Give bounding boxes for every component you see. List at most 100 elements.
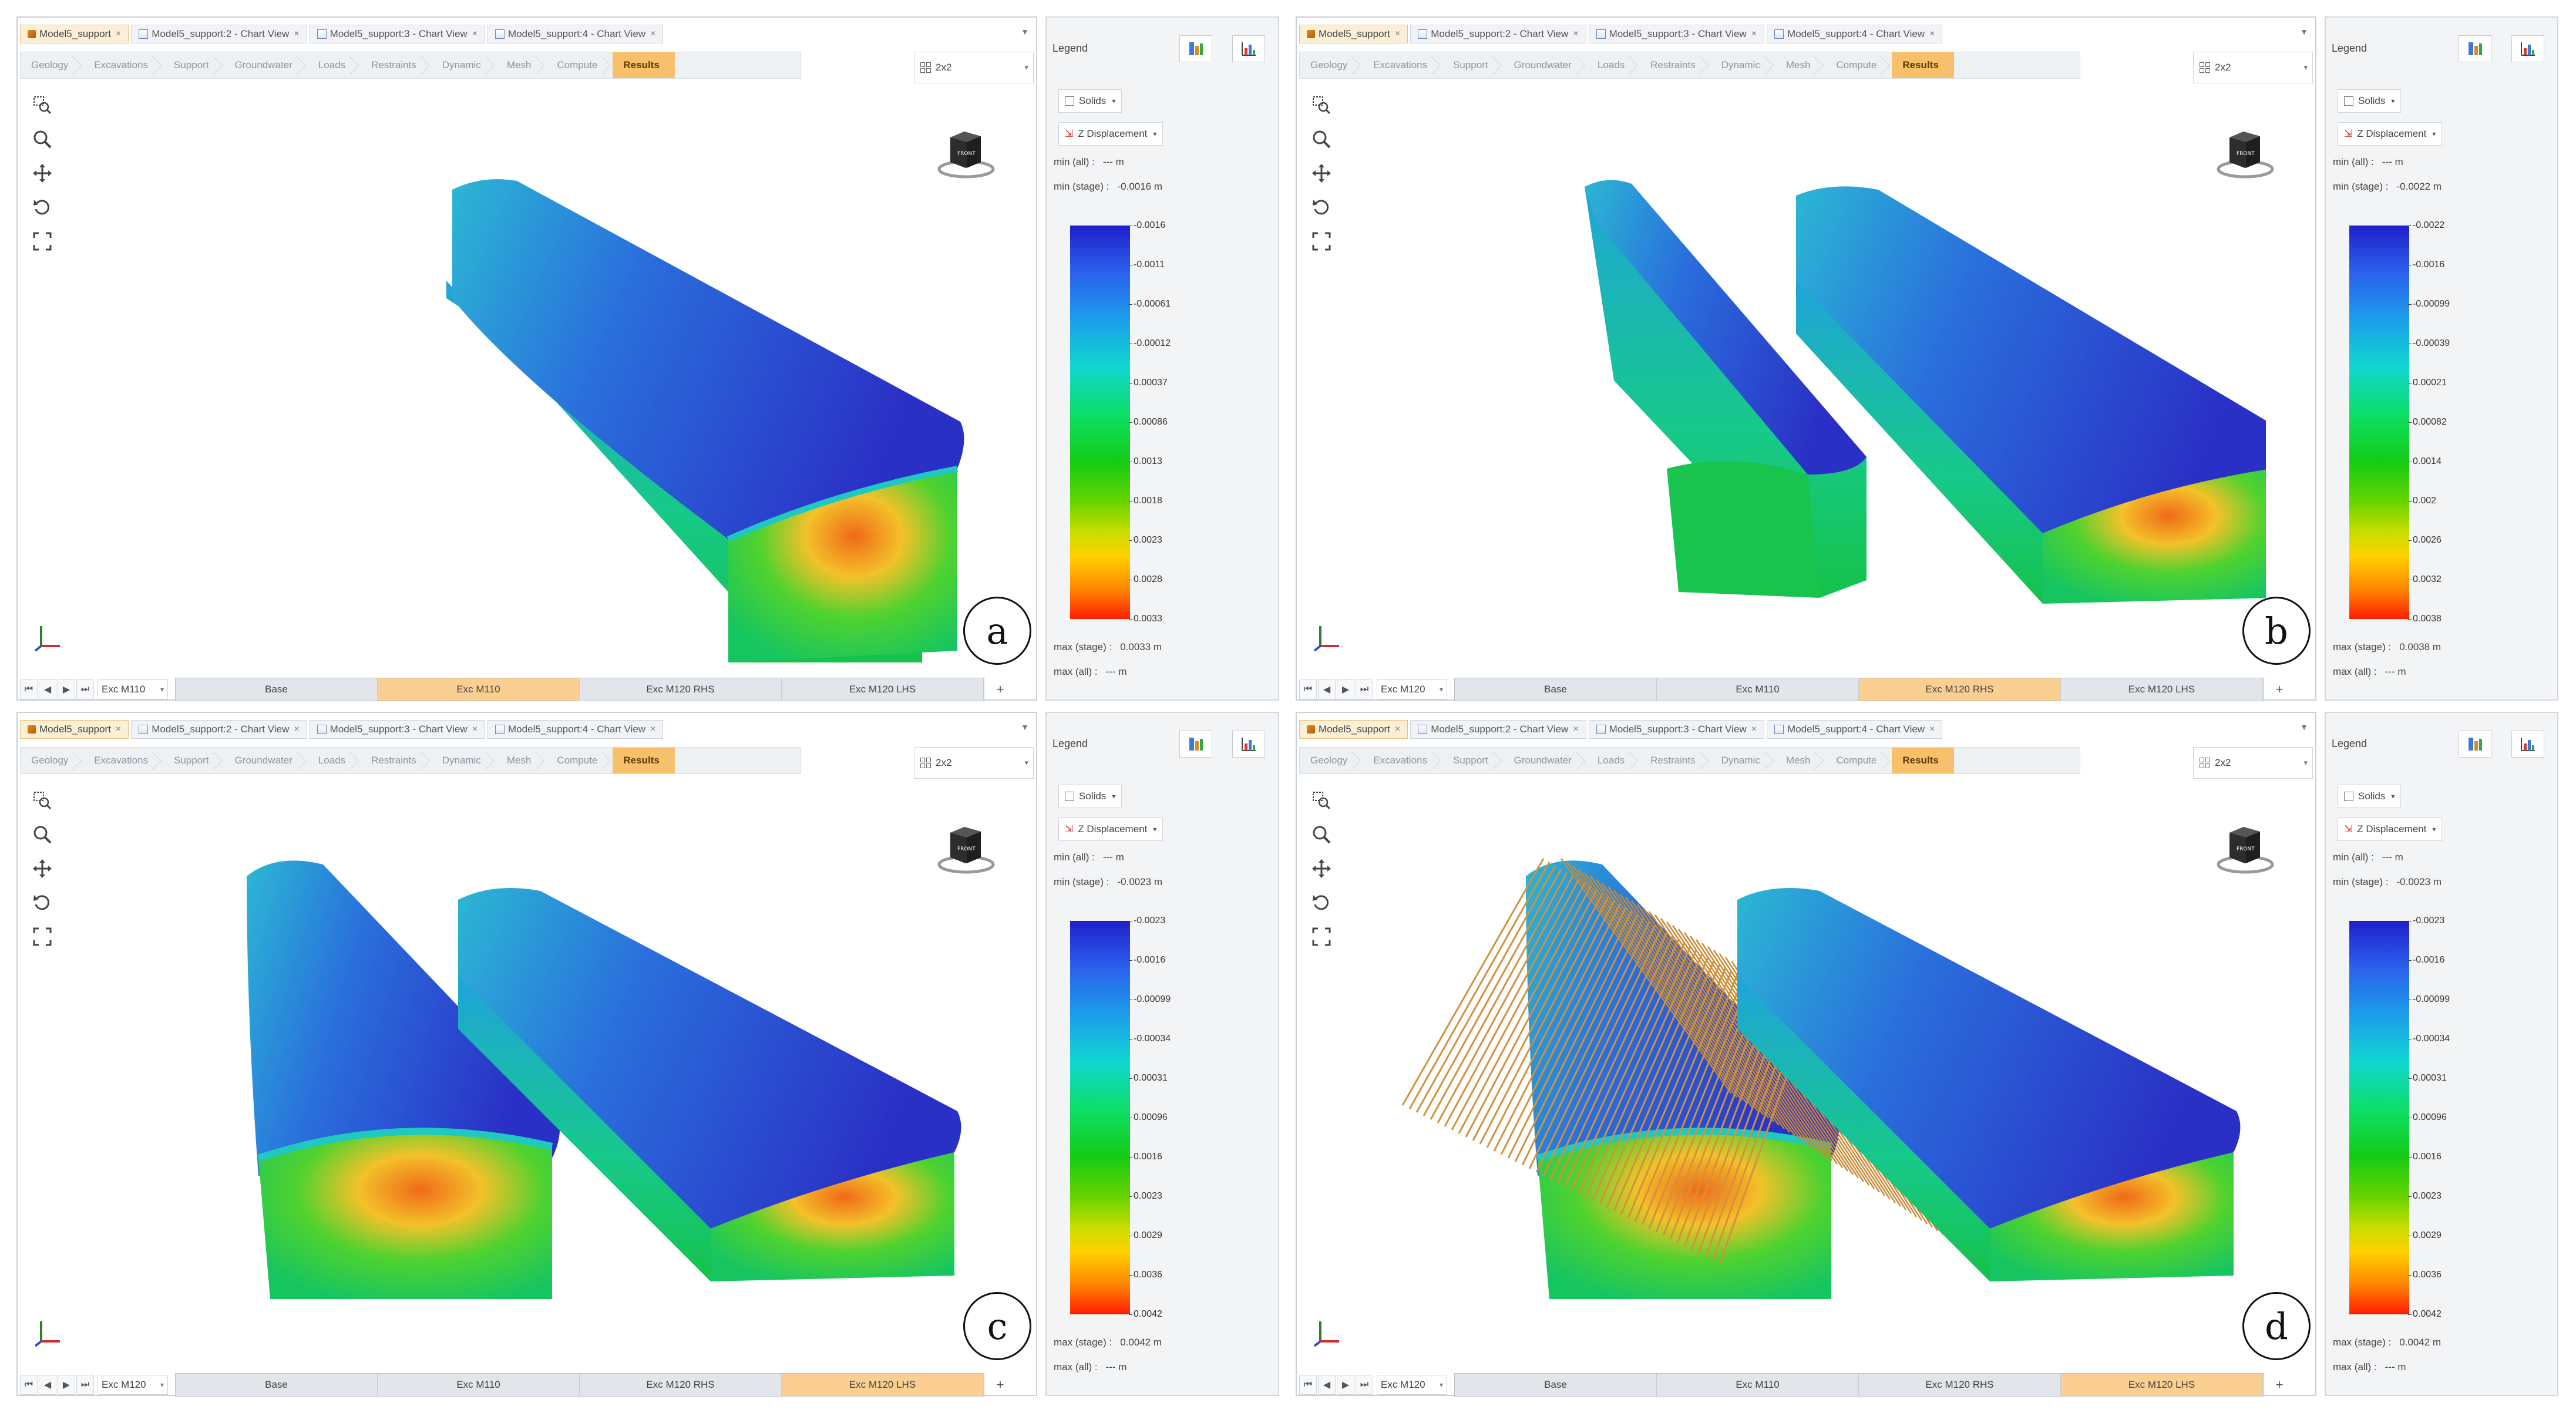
- workflow-step[interactable]: Results: [1892, 748, 1954, 773]
- workflow-step[interactable]: Restraints: [361, 748, 432, 773]
- first-stage-icon[interactable]: ⏮: [1299, 679, 1317, 699]
- close-icon[interactable]: ×: [1929, 724, 1935, 734]
- document-tab[interactable]: Model5_support:4 - Chart View ×: [487, 720, 664, 739]
- close-icon[interactable]: ×: [115, 29, 122, 39]
- document-tab[interactable]: Model5_support:2 - Chart View ×: [131, 720, 307, 739]
- last-stage-icon[interactable]: ⏭: [76, 679, 94, 699]
- stage-button[interactable]: Base: [176, 1374, 378, 1396]
- workflow-step[interactable]: Compute: [1825, 52, 1892, 78]
- zoom-window-icon[interactable]: [1310, 94, 1333, 116]
- close-icon[interactable]: ×: [1573, 29, 1579, 39]
- rotate-icon[interactable]: [31, 891, 54, 914]
- document-tab[interactable]: Model5_support:4 - Chart View ×: [487, 25, 664, 43]
- prev-stage-icon[interactable]: ◀: [1318, 679, 1336, 699]
- chart-icon[interactable]: [1232, 35, 1265, 62]
- close-icon[interactable]: ×: [294, 29, 300, 39]
- workflow-step[interactable]: Mesh: [1775, 52, 1826, 78]
- zoom-icon[interactable]: [31, 823, 54, 846]
- document-tab[interactable]: Model5_support:3 - Chart View ×: [1588, 25, 1765, 43]
- add-stage-button[interactable]: +: [2275, 1377, 2284, 1392]
- workflow-step[interactable]: Geology: [1300, 52, 1363, 78]
- quantity-dropdown[interactable]: ⇲ Z Displacement ▾: [2338, 122, 2443, 146]
- workflow-step[interactable]: Groundwater: [1504, 748, 1587, 773]
- chart-icon[interactable]: [2511, 35, 2544, 62]
- workflow-step[interactable]: Loads: [1587, 748, 1640, 773]
- zoom-window-icon[interactable]: [31, 94, 54, 116]
- 3d-viewport[interactable]: [1350, 782, 2266, 1364]
- stage-select[interactable]: Exc M120 ▾: [1377, 679, 1447, 699]
- first-stage-icon[interactable]: ⏮: [20, 1375, 38, 1395]
- workflow-step[interactable]: Results: [613, 748, 675, 773]
- quantity-dropdown[interactable]: ⇲ Z Displacement ▾: [1058, 122, 1163, 146]
- workflow-step[interactable]: Groundwater: [1504, 52, 1587, 78]
- zoom-window-icon[interactable]: [31, 789, 54, 812]
- document-tab[interactable]: Model5_support:3 - Chart View ×: [309, 25, 486, 43]
- view-cube-icon[interactable]: FRONT: [934, 819, 998, 883]
- document-tab[interactable]: Model5_support ×: [1299, 720, 1408, 739]
- zoom-icon[interactable]: [1310, 823, 1333, 846]
- solids-dropdown[interactable]: Solids ▾: [2338, 89, 2402, 113]
- workflow-step[interactable]: Dynamic: [1711, 52, 1775, 78]
- tabs-dropdown-icon[interactable]: ▼: [2300, 722, 2308, 732]
- workflow-step[interactable]: Mesh: [496, 52, 547, 78]
- stage-button[interactable]: Exc M110: [378, 1374, 580, 1396]
- workflow-step[interactable]: Groundwater: [224, 748, 308, 773]
- stage-button[interactable]: Exc M120 RHS: [580, 678, 782, 701]
- last-stage-icon[interactable]: ⏭: [1356, 1375, 1373, 1395]
- workflow-step[interactable]: Restraints: [1640, 52, 1711, 78]
- stage-select[interactable]: Exc M120 ▾: [1377, 1375, 1447, 1395]
- add-stage-button[interactable]: +: [996, 1377, 1004, 1392]
- close-icon[interactable]: ×: [1394, 724, 1401, 734]
- workflow-step[interactable]: Support: [1442, 52, 1504, 78]
- workflow-step[interactable]: Geology: [21, 52, 83, 78]
- tabs-dropdown-icon[interactable]: ▼: [1021, 27, 1029, 36]
- zoom-icon[interactable]: [1310, 128, 1333, 150]
- workflow-step[interactable]: Loads: [308, 748, 361, 773]
- close-icon[interactable]: ×: [1751, 724, 1757, 734]
- stage-button[interactable]: Exc M110: [378, 678, 580, 701]
- add-stage-button[interactable]: +: [2275, 682, 2284, 697]
- add-stage-button[interactable]: +: [996, 682, 1004, 697]
- stage-button[interactable]: Exc M120 LHS: [782, 1374, 984, 1396]
- quantity-dropdown[interactable]: ⇲ Z Displacement ▾: [2338, 817, 2443, 841]
- prev-stage-icon[interactable]: ◀: [39, 1375, 56, 1395]
- 3d-viewport[interactable]: [70, 87, 987, 668]
- legend-settings-icon[interactable]: [2459, 35, 2491, 62]
- rotate-icon[interactable]: [1310, 891, 1333, 914]
- stage-select[interactable]: Exc M110 ▾: [97, 679, 168, 699]
- 3d-viewport[interactable]: [1350, 87, 2266, 668]
- workflow-step[interactable]: Geology: [1300, 748, 1363, 773]
- document-tab[interactable]: Model5_support ×: [20, 25, 129, 43]
- layout-select[interactable]: 2x2 ▾: [914, 52, 1034, 83]
- tabs-dropdown-icon[interactable]: ▼: [2300, 27, 2308, 36]
- zoom-extents-icon[interactable]: [31, 230, 54, 253]
- stage-button[interactable]: Exc M120 LHS: [2061, 678, 2263, 701]
- stage-button[interactable]: Exc M120 LHS: [782, 678, 984, 701]
- last-stage-icon[interactable]: ⏭: [1356, 679, 1373, 699]
- close-icon[interactable]: ×: [1751, 29, 1757, 39]
- first-stage-icon[interactable]: ⏮: [20, 679, 38, 699]
- workflow-step[interactable]: Results: [613, 52, 675, 78]
- stage-button[interactable]: Exc M110: [1657, 1374, 1859, 1396]
- stage-button[interactable]: Exc M120 RHS: [580, 1374, 782, 1396]
- last-stage-icon[interactable]: ⏭: [76, 1375, 94, 1395]
- zoom-window-icon[interactable]: [1310, 789, 1333, 812]
- legend-settings-icon[interactable]: [1179, 35, 1212, 62]
- stage-button[interactable]: Exc M120 RHS: [1859, 678, 2061, 701]
- chart-icon[interactable]: [1232, 731, 1265, 758]
- workflow-step[interactable]: Compute: [546, 52, 613, 78]
- zoom-extents-icon[interactable]: [1310, 926, 1333, 948]
- document-tab[interactable]: Model5_support:2 - Chart View ×: [1410, 720, 1586, 739]
- prev-stage-icon[interactable]: ◀: [39, 679, 56, 699]
- pan-icon[interactable]: [1310, 162, 1333, 184]
- solids-dropdown[interactable]: Solids ▾: [2338, 785, 2402, 808]
- close-icon[interactable]: ×: [1929, 29, 1935, 39]
- document-tab[interactable]: Model5_support ×: [1299, 25, 1408, 43]
- close-icon[interactable]: ×: [294, 724, 300, 734]
- workflow-step[interactable]: Loads: [308, 52, 361, 78]
- workflow-step[interactable]: Mesh: [496, 748, 547, 773]
- zoom-icon[interactable]: [31, 128, 54, 150]
- stage-button[interactable]: Base: [176, 678, 378, 701]
- workflow-step[interactable]: Excavations: [83, 52, 163, 78]
- workflow-step[interactable]: Results: [1892, 52, 1954, 78]
